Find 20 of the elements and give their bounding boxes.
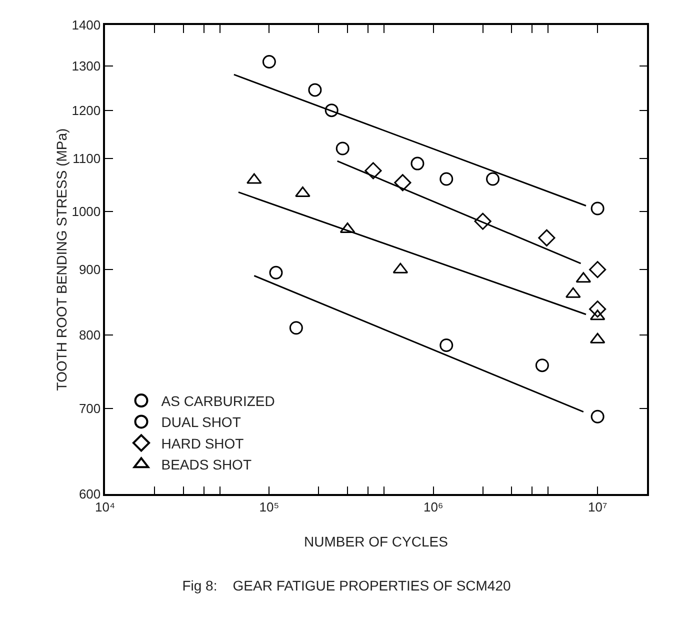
x-tick-label: 10⁴: [94, 499, 116, 514]
y-tick-label: 800: [78, 327, 101, 342]
y-tick-label: 600: [78, 486, 101, 502]
x-tick-label: 10⁵: [259, 499, 280, 514]
y-tick-label: 700: [78, 401, 101, 416]
y-tick-label: 1000: [72, 204, 101, 219]
legend-label: HARD SHOT: [161, 435, 244, 452]
legend-label: DUAL SHOT: [161, 414, 242, 430]
x-tick-label: 10⁶: [423, 499, 444, 514]
y-tick-label: 1100: [72, 151, 101, 166]
text: Fig 8: GEAR FATIGUE PROPERTIES OF SCM420: [182, 577, 511, 594]
legend-label: BEADS SHOT: [161, 456, 252, 473]
y-tick-label: 1200: [72, 102, 101, 118]
y-axis-title: TOOTH ROOT BENDING STRESS (MPa): [54, 128, 70, 391]
y-tick-label: 900: [78, 262, 101, 278]
legend-label: AS CARBURIZED: [161, 392, 275, 409]
x-axis-title: NUMBER OF CYCLES: [304, 534, 448, 550]
y-tick-label: 1300: [72, 58, 101, 74]
y-tick-label: 1400: [72, 18, 101, 33]
x-tick-label: 10⁷: [588, 499, 608, 514]
